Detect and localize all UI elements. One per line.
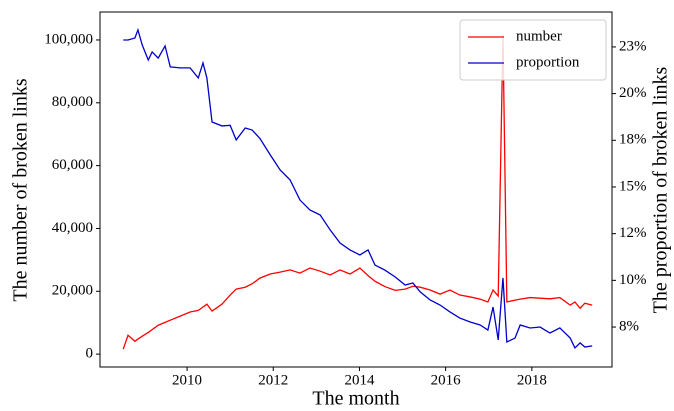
y2-tick-label: 8% (619, 318, 639, 334)
x-axis-label: The month (312, 388, 399, 410)
y-tick-label: 0 (86, 346, 94, 362)
x-tick-label: 2016 (431, 372, 462, 388)
series-line (122, 34, 593, 350)
legend-label: number (516, 28, 562, 44)
y-tick-label: 40,000 (52, 220, 93, 236)
y2-tick-label: 23% (619, 38, 647, 54)
series-line (123, 27, 593, 350)
y2-tick-label: 12% (619, 225, 647, 241)
y2-tick-label: 20% (619, 85, 647, 101)
y2-tick-label: 10% (619, 272, 647, 288)
legend-label: proportion (516, 54, 580, 70)
y-tick-label: 80,000 (52, 94, 93, 110)
y2-axis-label: The proportion of broken links (650, 66, 672, 313)
x-tick-label: 2018 (517, 372, 547, 388)
plot-frame (99, 11, 613, 368)
y2-tick-label: 15% (619, 178, 647, 194)
x-tick-label: 2012 (258, 372, 288, 388)
y-axis-label: The number of broken links (10, 78, 32, 301)
x-tick-label: 2010 (172, 372, 202, 388)
legend-box (459, 19, 607, 81)
y2-tick-label: 18% (619, 132, 647, 148)
y-tick-label: 20,000 (52, 283, 93, 299)
y-tick-label: 100,000 (44, 31, 93, 47)
y-tick-label: 60,000 (52, 157, 93, 173)
x-tick-label: 2014 (344, 372, 375, 388)
